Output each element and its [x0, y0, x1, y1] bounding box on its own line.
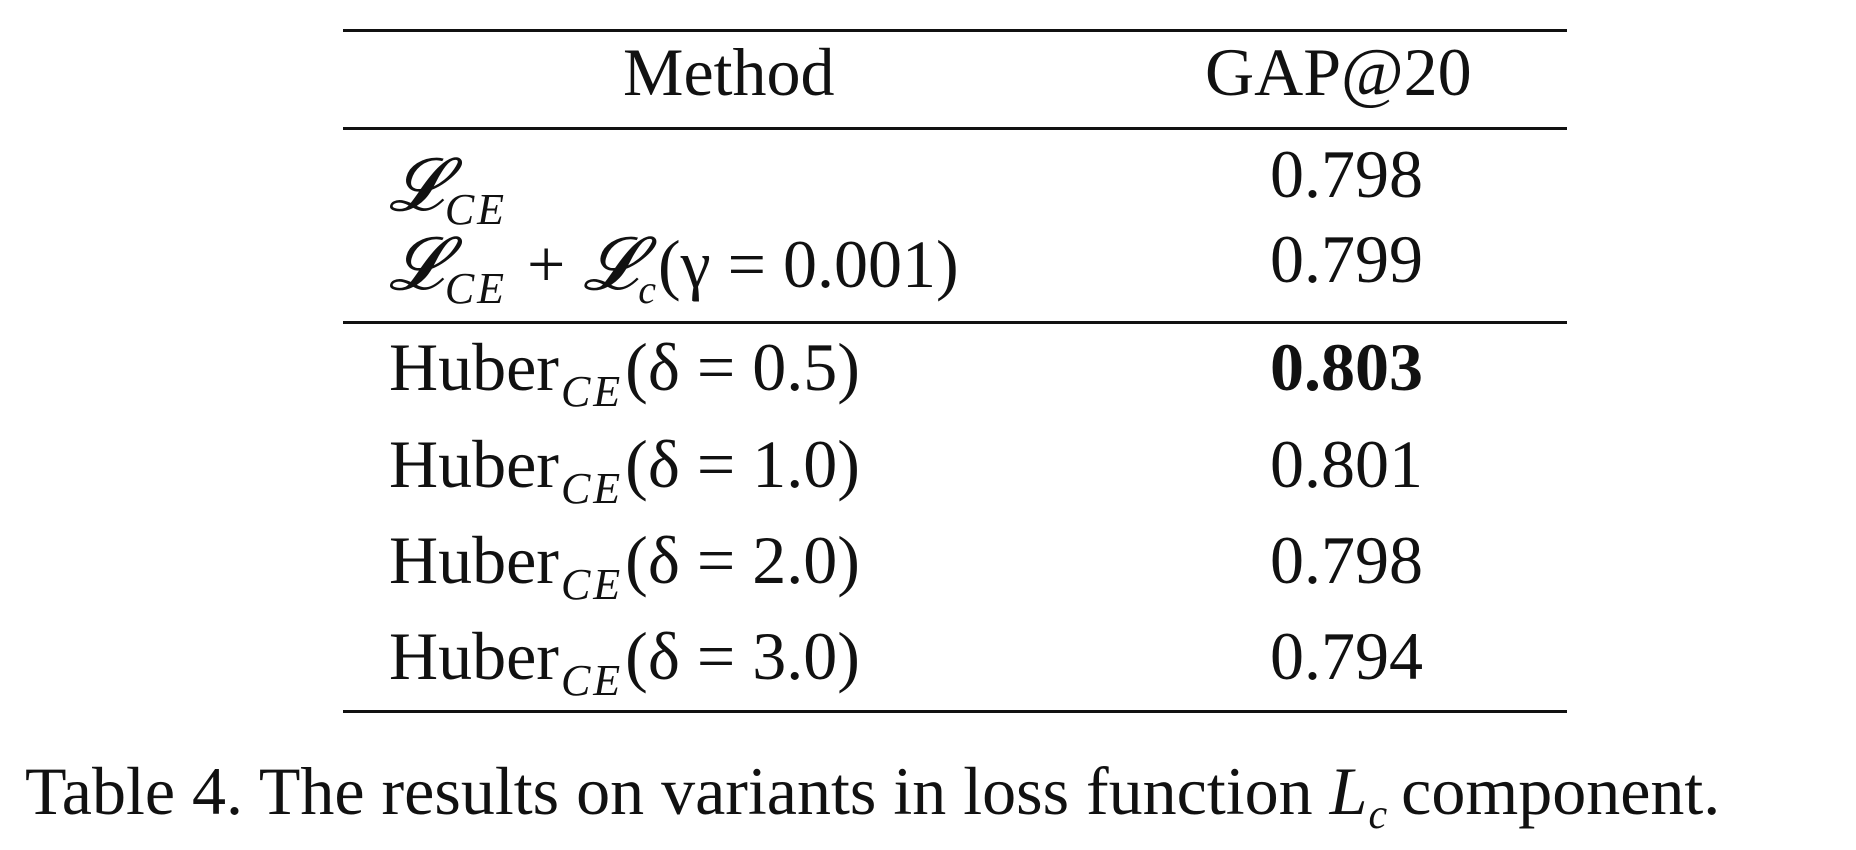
method-column-header: Method [623, 34, 835, 110]
method-cell: HuberCE(δ = 0.5) [389, 333, 860, 414]
second-loss-subscript: c [638, 267, 656, 312]
method-cell: HuberCE(δ = 1.0) [389, 430, 860, 511]
method-main: Huber [389, 329, 559, 405]
caption-loss-symbol: L [1329, 753, 1368, 829]
method-expression: (γ = 0.001) [657, 226, 959, 302]
second-loss-main: 𝓛 [583, 221, 638, 307]
method-cell: HuberCE(δ = 3.0) [389, 622, 860, 703]
method-subscript: CE [560, 560, 624, 609]
score-cell: 0.799 [1270, 221, 1423, 297]
best-score-cell: 0.803 [1270, 329, 1423, 405]
method-main: 𝓛 [389, 142, 443, 228]
score-cell: 0.798 [1270, 136, 1423, 212]
score-cell: 0.794 [1270, 618, 1423, 694]
group-separator-rule [343, 321, 1567, 324]
top-rule [343, 29, 1567, 32]
method-cell: 𝓛CE [389, 142, 507, 232]
caption-loss-subscript: c [1368, 792, 1388, 838]
table-caption: Table 4. The results on variants in loss… [25, 757, 1720, 836]
gap20-column-header: GAP@20 [1205, 34, 1472, 110]
method-main: Huber [389, 618, 559, 694]
method-expression: (δ = 3.0) [625, 618, 860, 694]
method-expression: (δ = 2.0) [625, 522, 860, 598]
caption-prefix: Table 4. The results on variants in loss… [25, 753, 1330, 829]
header-rule [343, 127, 1567, 130]
method-subscript: CE [560, 464, 624, 513]
method-subscript: CE [444, 264, 508, 313]
method-subscript: CE [560, 656, 624, 705]
method-subscript: CE [444, 185, 508, 234]
method-subscript: CE [560, 367, 624, 416]
score-cell: 0.801 [1270, 426, 1423, 502]
method-main: Huber [389, 426, 559, 502]
method-main: 𝓛 [389, 221, 443, 307]
score-cell: 0.798 [1270, 522, 1423, 598]
method-cell: HuberCE(δ = 2.0) [389, 526, 860, 607]
caption-suffix: component. [1401, 753, 1721, 829]
method-expression: (δ = 0.5) [625, 329, 860, 405]
plus-sign: + [527, 226, 566, 302]
method-expression: (δ = 1.0) [625, 426, 860, 502]
bottom-rule [343, 710, 1567, 713]
method-cell: 𝓛CE + 𝓛c(γ = 0.001) [389, 221, 959, 311]
method-main: Huber [389, 522, 559, 598]
